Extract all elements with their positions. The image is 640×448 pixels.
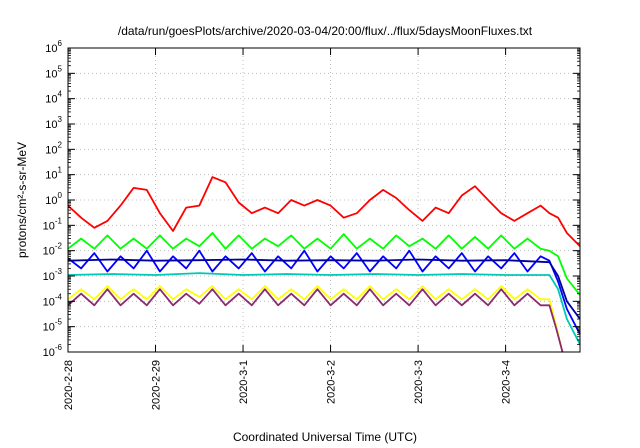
y-tick-label: 105 [45, 64, 62, 80]
series-line-1 [67, 176, 581, 247]
series-line-3 [67, 249, 581, 335]
y-tick-label: 10-2 [43, 242, 63, 258]
y-tick-label: 10-3 [43, 267, 63, 283]
series-line-2 [67, 232, 581, 296]
x-tick-label: 2020-3-4 [501, 360, 513, 404]
y-tick-label: 102 [45, 140, 62, 156]
y-tick-label: 100 [45, 191, 62, 207]
y-tick-labels: 10-6 10-5 10-4 10-3 10-2 10-1 100 101 102 103 104 1… [43, 39, 63, 359]
x-tick-label: 2020-2-29 [151, 360, 163, 410]
y-tick-label: 106 [45, 39, 62, 55]
x-axis-title: Coordinated Universal Time (UTC) [233, 430, 417, 444]
y-tick-label: 10-1 [43, 216, 63, 232]
plot-frame [67, 47, 581, 353]
y-tick-label: 104 [45, 90, 62, 106]
x-tick-label: 2020-3-1 [238, 360, 250, 404]
y-axis-title: protons/cm²-s-sr-MeV [15, 142, 29, 258]
x-tick-label: 2020-2-28 [63, 360, 75, 410]
x-tick-label: 2020-3-2 [326, 360, 338, 404]
series-line-7 [67, 288, 564, 353]
series-line-6 [67, 285, 564, 353]
y-tick-label: 10-6 [43, 343, 63, 359]
series-group [67, 176, 581, 353]
y-tick-label: 10-4 [43, 292, 63, 308]
y-tick-label: 103 [45, 115, 62, 131]
x-tick-labels: 2020-2-28 2020-2-29 2020-3-1 2020-3-2 2020-3… [63, 360, 513, 410]
chart-title: /data/run/goesPlots/archive/2020-03-04/2… [118, 24, 533, 38]
y-tick-label: 10-5 [43, 318, 63, 334]
x-tick-label: 2020-3-3 [413, 360, 425, 404]
series-line-5 [67, 272, 581, 345]
series-line-4 [67, 258, 581, 320]
y-tick-label: 101 [45, 166, 62, 182]
grid [68, 48, 580, 352]
